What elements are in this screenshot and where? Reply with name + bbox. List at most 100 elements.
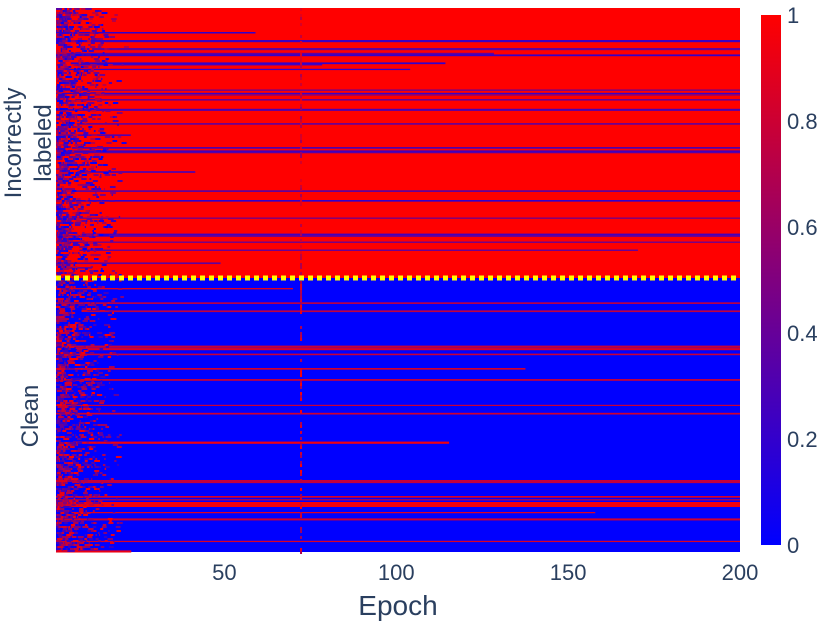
heatmap-cell — [74, 204, 79, 206]
heatmap-cell — [61, 328, 66, 330]
heatmap-cell — [82, 118, 88, 120]
heatmap-cell — [81, 388, 88, 390]
heatmap-cell — [83, 162, 85, 164]
heatmap-cell — [63, 496, 69, 498]
heatmap-cell — [73, 140, 80, 142]
heatmap-cell — [59, 146, 62, 148]
heatmap-cell — [67, 280, 72, 282]
heatmap-cell — [87, 446, 89, 448]
heatmap-cell — [75, 20, 82, 22]
heatmap-cell — [101, 92, 105, 94]
heatmap-cell — [56, 436, 59, 438]
heatmap-cell — [85, 422, 90, 424]
heatmap-cell — [82, 224, 84, 226]
heatmap-cell — [56, 52, 62, 54]
heatmap-cell — [63, 144, 68, 146]
heatmap-cell — [104, 260, 108, 262]
heatmap-cell — [56, 464, 62, 466]
heatmap-cell — [56, 138, 59, 140]
heatmap-cell — [98, 434, 104, 436]
heatmap-cell — [60, 86, 63, 88]
heatmap-cell — [116, 446, 122, 448]
heatmap-cell — [97, 222, 99, 224]
heatmap-cell — [90, 548, 94, 550]
heatmap-cell — [64, 526, 70, 528]
heatmap-cell — [80, 204, 84, 206]
heatmap-cell — [63, 312, 68, 314]
heatmap-cell — [112, 298, 118, 300]
heatmap-cell — [63, 114, 67, 116]
heatmap-cell — [73, 532, 78, 534]
heatmap-cell — [60, 42, 66, 44]
heatmap-cell — [115, 234, 119, 236]
heatmap-cell — [100, 42, 104, 44]
heatmap-cell — [75, 142, 78, 144]
heatmap-cell — [72, 514, 76, 516]
heatmap-cell — [74, 544, 80, 546]
heatmap-cell — [74, 512, 79, 514]
heatmap-cell — [56, 198, 62, 200]
heatmap-cell — [57, 322, 60, 324]
heatmap-cell — [94, 450, 97, 452]
heatmap-cell — [84, 454, 88, 456]
heatmap-cell — [66, 40, 71, 42]
heatmap-cell — [60, 436, 65, 438]
heatmap-cell — [68, 66, 72, 68]
heatmap-cell — [87, 82, 92, 84]
heatmap-cell — [68, 272, 74, 274]
heatmap-cell — [107, 314, 112, 316]
heatmap-cell — [68, 322, 70, 324]
heatmap-cell — [83, 250, 86, 252]
heatmap-cell — [110, 534, 115, 536]
heatmap-cell — [84, 106, 89, 108]
heatmap-cell — [104, 344, 109, 346]
heatmap-cell — [300, 116, 303, 119]
heatmap-cell — [99, 402, 105, 404]
heatmap-cell — [80, 74, 82, 76]
heatmap-cell — [70, 188, 76, 190]
heatmap-cell — [87, 518, 89, 520]
heatmap-cell — [89, 544, 93, 546]
heatmap-cell — [66, 100, 72, 102]
heatmap-cell — [64, 60, 69, 62]
heatmap-cell — [62, 428, 65, 430]
heatmap-cell — [74, 476, 76, 478]
heatmap-cell — [86, 216, 91, 218]
heatmap-cell — [115, 306, 118, 308]
heatmap-cell — [57, 348, 62, 350]
heatmap-cell — [56, 130, 59, 132]
heatmap-cell — [66, 200, 73, 202]
heatmap-cell — [68, 236, 72, 238]
heatmap-cell — [56, 38, 61, 40]
heatmap-cell — [57, 362, 60, 364]
x-axis-ticks: 50 100 150 200 — [212, 560, 758, 585]
heatmap-cell — [72, 286, 75, 288]
heatmap-cell — [64, 456, 67, 458]
heatmap-cell — [90, 386, 96, 388]
heatmap-cell — [76, 520, 80, 522]
heatmap-cell — [90, 36, 93, 38]
heatmap-cell — [72, 424, 76, 426]
heatmap-cell — [56, 22, 59, 24]
heatmap-cell — [74, 300, 79, 302]
heatmap-cell — [84, 136, 87, 138]
heatmap-cell — [65, 334, 68, 336]
heatmap-cell — [84, 200, 86, 202]
heatmap-cell — [66, 382, 72, 384]
heatmap-cell — [63, 246, 67, 248]
heatmap-cell — [58, 172, 64, 174]
heatmap-cell — [61, 176, 65, 178]
heatmap-cell — [72, 508, 75, 510]
heatmap-cell — [64, 8, 67, 10]
heatmap-cell — [76, 474, 80, 476]
heatmap-cell — [63, 190, 66, 192]
heatmap-cell — [104, 468, 107, 470]
heatmap-cell — [93, 188, 95, 190]
heatmap-cell — [65, 540, 67, 542]
heatmap-cell — [82, 186, 88, 188]
heatmap-cell — [57, 510, 64, 512]
heatmap-row-stripe — [56, 92, 740, 95]
heatmap-cell — [95, 248, 100, 250]
heatmap-cell — [82, 356, 84, 358]
heatmap-cell — [76, 222, 82, 224]
